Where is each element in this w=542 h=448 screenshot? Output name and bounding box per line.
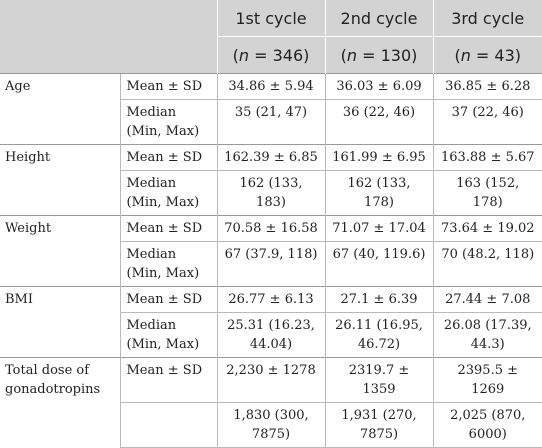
table-row: Weight Mean ± SD 70.58 ± 16.58 71.07 ± 1… — [0, 215, 542, 287]
value-cell: 1,931 (270, 7875) — [324, 402, 433, 448]
header-n-cycle-2: (n = 130) — [324, 36, 433, 74]
value-cell: 2,230 ± 1278 — [216, 357, 325, 403]
table-header: 1st cycle 2nd cycle 3rd cycle (n = 346) … — [0, 0, 542, 74]
value-cell: 73.64 ± 19.02 — [432, 215, 542, 242]
value-cell: 2319.7 ± 1359 — [324, 357, 433, 403]
header-n-cycle-3: (n = 43) — [432, 36, 542, 74]
value-cell: 25.31 (16.23, 44.04) — [216, 312, 325, 358]
value-cell: 36.85 ± 6.28 — [432, 73, 542, 100]
value-cell: 67 (37.9, 118) — [216, 241, 325, 287]
variable-total-dose: Total dose of gonadotropins — [0, 357, 120, 448]
stat-label: Median (Min, Max) — [119, 241, 217, 287]
value-cell: 35 (21, 47) — [216, 99, 325, 145]
variable-bmi: BMI — [0, 286, 120, 358]
value-cell: 67 (40, 119.6) — [324, 241, 433, 287]
header-cycle-2: 2nd cycle — [324, 0, 433, 37]
stat-label: Mean ± SD — [119, 73, 217, 100]
n-value: = 346) — [249, 45, 310, 65]
value-cell: 162 (133, 178) — [324, 170, 433, 216]
table-row: Total dose of gonadotropins Mean ± SD 2,… — [0, 357, 542, 448]
value-cell: 2395.5 ± 1269 — [432, 357, 542, 403]
n-value: = 43) — [470, 45, 522, 65]
value-cell: 37 (22, 46) — [432, 99, 542, 145]
stat-label: Median (Min, Max) — [119, 99, 217, 145]
value-cell: 71.07 ± 17.04 — [324, 215, 433, 242]
table-body: Age Mean ± SD 34.86 ± 5.94 36.03 ± 6.09 … — [0, 73, 542, 448]
value-cell: 1,830 (300, 7875) — [216, 402, 325, 448]
n-prefix: ( — [232, 45, 239, 65]
n-symbol: n — [238, 45, 250, 65]
value-cell: 163.88 ± 5.67 — [432, 144, 542, 171]
value-cell: 70.58 ± 16.58 — [216, 215, 325, 242]
table-row: Median (Min, Max) 35 (21, 47) 36 (22, 46… — [0, 99, 542, 145]
value-cell: 36.03 ± 6.09 — [324, 73, 433, 100]
n-symbol: n — [460, 45, 471, 65]
header-row-sample-size: (n = 346) (n = 130) (n = 43) — [0, 36, 542, 74]
variable-age: Age — [0, 73, 120, 145]
stat-label — [119, 402, 217, 448]
stat-label: Median (Min, Max) — [119, 170, 217, 216]
value-cell: 27.1 ± 6.39 — [324, 286, 433, 313]
header-n-cycle-1: (n = 346) — [216, 36, 325, 74]
header-corner-cell — [0, 0, 217, 74]
value-cell: 70 (48.2, 118) — [432, 241, 542, 287]
variable-weight: Weight — [0, 215, 120, 287]
value-cell: 161.99 ± 6.95 — [324, 144, 433, 171]
header-cycle-1: 1st cycle — [216, 0, 325, 37]
stat-label: Mean ± SD — [119, 215, 217, 242]
table-row: Age Mean ± SD 34.86 ± 5.94 36.03 ± 6.09 … — [0, 73, 542, 145]
value-cell: 2,025 (870, 6000) — [432, 402, 542, 448]
table-row: Median (Min, Max) 25.31 (16.23, 44.04) 2… — [0, 312, 542, 358]
value-cell: 27.44 ± 7.08 — [432, 286, 542, 313]
value-cell: 163 (152, 178) — [432, 170, 542, 216]
table-row: Median (Min, Max) 162 (133, 183) 162 (13… — [0, 170, 542, 216]
value-cell: 36 (22, 46) — [324, 99, 433, 145]
value-cell: 26.08 (17.39, 44.3) — [432, 312, 542, 358]
n-symbol: n — [346, 45, 358, 65]
value-cell: 26.11 (16.95, 46.72) — [324, 312, 433, 358]
table-row: Height Mean ± SD 162.39 ± 6.85 161.99 ± … — [0, 144, 542, 216]
stat-label: Mean ± SD — [119, 144, 217, 171]
header-cycle-3: 3rd cycle — [432, 0, 542, 37]
stat-label: Mean ± SD — [119, 286, 217, 313]
stat-label: Mean ± SD — [119, 357, 217, 403]
value-cell: 162 (133, 183) — [216, 170, 325, 216]
n-prefix: ( — [454, 45, 461, 65]
n-value: = 130) — [357, 45, 418, 65]
value-cell: 26.77 ± 6.13 — [216, 286, 325, 313]
variable-height: Height — [0, 144, 120, 216]
stat-label: Median (Min, Max) — [119, 312, 217, 358]
value-cell: 34.86 ± 5.94 — [216, 73, 325, 100]
table-row: Median (Min, Max) 67 (37.9, 118) 67 (40,… — [0, 241, 542, 287]
value-cell: 162.39 ± 6.85 — [216, 144, 325, 171]
n-prefix: ( — [340, 45, 347, 65]
header-row-cycles: 1st cycle 2nd cycle 3rd cycle — [0, 0, 542, 74]
table-row: BMI Mean ± SD 26.77 ± 6.13 27.1 ± 6.39 2… — [0, 286, 542, 358]
